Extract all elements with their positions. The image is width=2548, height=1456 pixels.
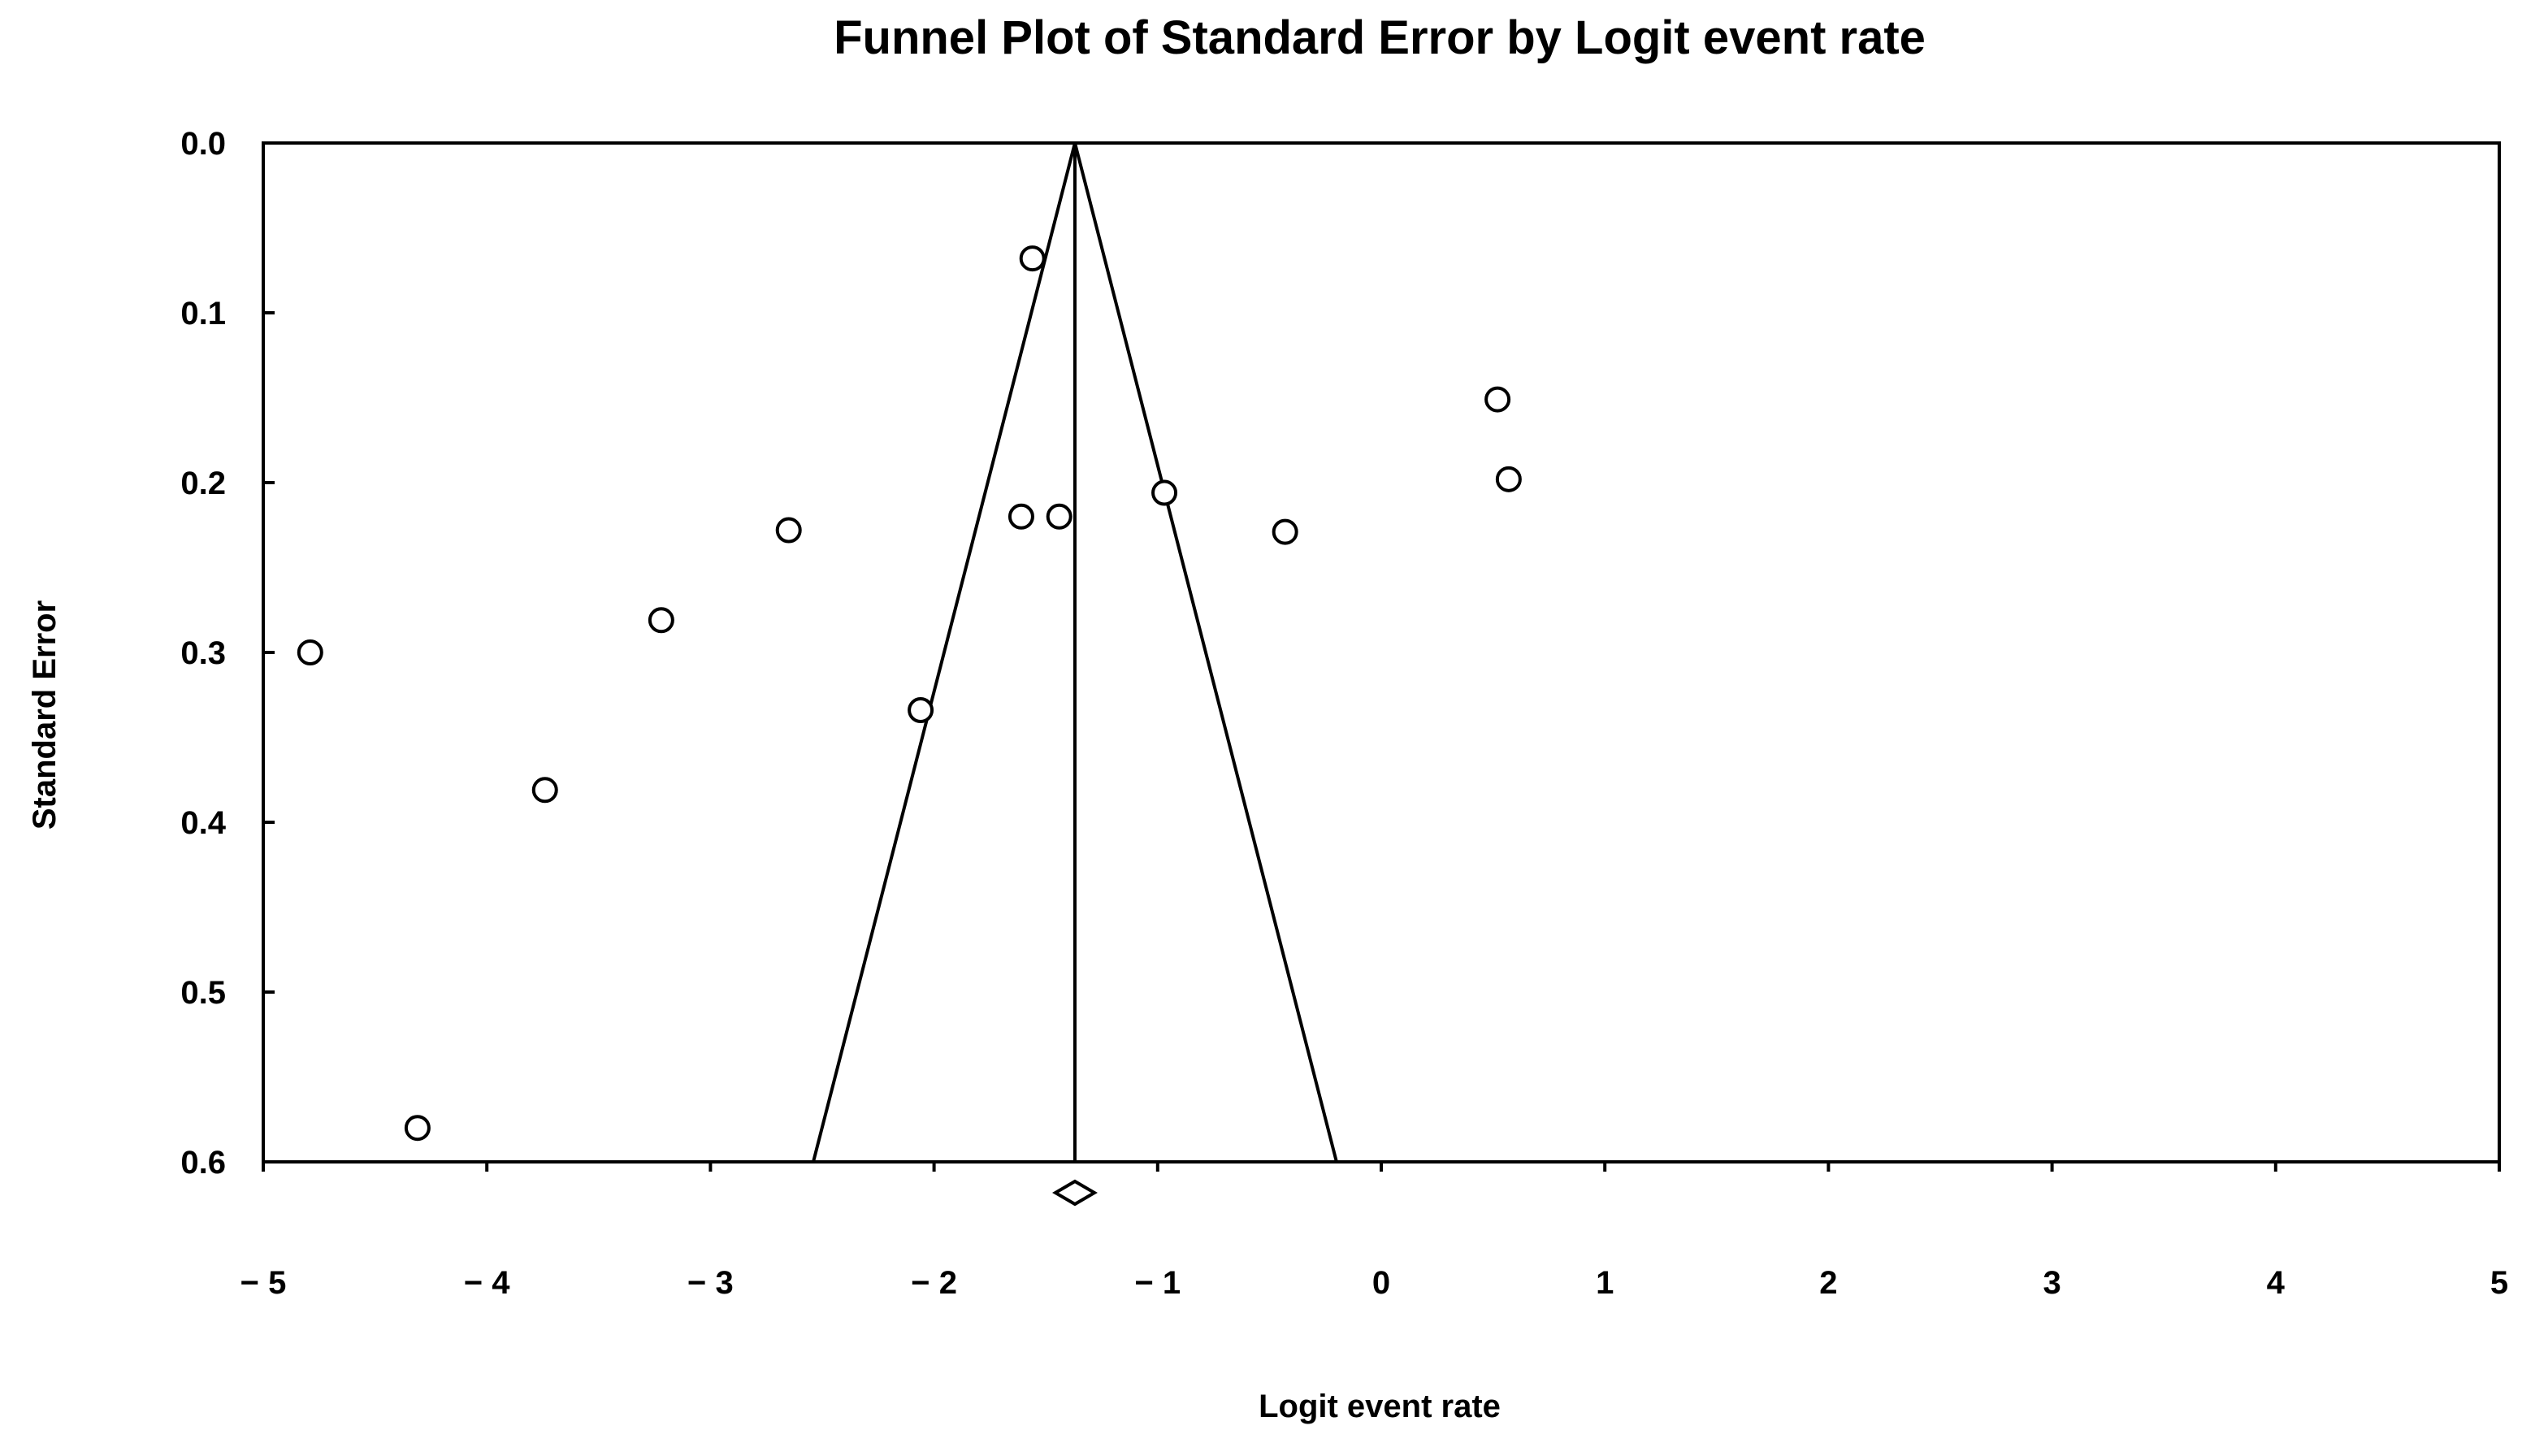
- x-tick-label: − 3: [687, 1265, 734, 1301]
- x-tick-label: 3: [2043, 1265, 2060, 1301]
- x-axis-label: Logit event rate: [1259, 1389, 1501, 1424]
- x-tick-label: 5: [2490, 1265, 2508, 1301]
- study-points: [297, 245, 1522, 1142]
- funnel-left-limit: [812, 142, 1077, 1163]
- pooled-estimate-diamond: [1052, 1179, 1098, 1207]
- study-point: [1008, 503, 1034, 530]
- study-point: [404, 1115, 431, 1142]
- y-tick-label: 0.0: [180, 126, 226, 162]
- study-point: [1046, 503, 1072, 530]
- x-tick-label: − 5: [240, 1265, 287, 1301]
- study-point: [1495, 466, 1522, 492]
- study-point: [531, 777, 558, 804]
- y-tick-label: 0.4: [180, 805, 226, 841]
- x-tick-label: 1: [1596, 1265, 1614, 1301]
- y-tick-label: 0.3: [180, 635, 226, 671]
- funnel-right-limit: [1073, 142, 1338, 1163]
- x-tick-label: − 2: [911, 1265, 957, 1301]
- study-point: [1484, 386, 1511, 413]
- y-axis-label: Standard Error: [27, 600, 63, 830]
- study-point: [1019, 245, 1046, 272]
- x-tick-label: − 1: [1134, 1265, 1181, 1301]
- pooled-estimate-group: [1052, 1179, 1098, 1207]
- study-point: [775, 517, 802, 544]
- x-tick-label: 0: [1372, 1265, 1390, 1301]
- x-axis-ticks: − 5 − 4 − 3 − 2 − 1 0 1 2 3 4 5: [240, 1162, 2508, 1301]
- plot-area-frame: [262, 141, 2501, 1164]
- study-point: [297, 639, 323, 665]
- y-tick-label: 0.5: [180, 975, 226, 1011]
- study-point: [1272, 518, 1298, 545]
- study-point: [648, 607, 674, 634]
- y-axis-ticks: 0.0 0.1 0.2 0.3 0.4 0.5 0.6: [180, 126, 275, 1181]
- y-tick-label: 0.6: [180, 1145, 226, 1181]
- y-tick-label: 0.2: [180, 466, 226, 501]
- chart-title: Funnel Plot of Standard Error by Logit e…: [834, 11, 1926, 64]
- x-tick-label: 4: [2267, 1265, 2286, 1301]
- y-tick-label: 0.1: [180, 296, 226, 332]
- study-point: [1151, 479, 1178, 506]
- x-tick-label: 2: [1819, 1265, 1837, 1301]
- x-tick-label: − 4: [464, 1265, 510, 1301]
- funnel-lines: [812, 142, 1338, 1163]
- study-point: [908, 697, 934, 724]
